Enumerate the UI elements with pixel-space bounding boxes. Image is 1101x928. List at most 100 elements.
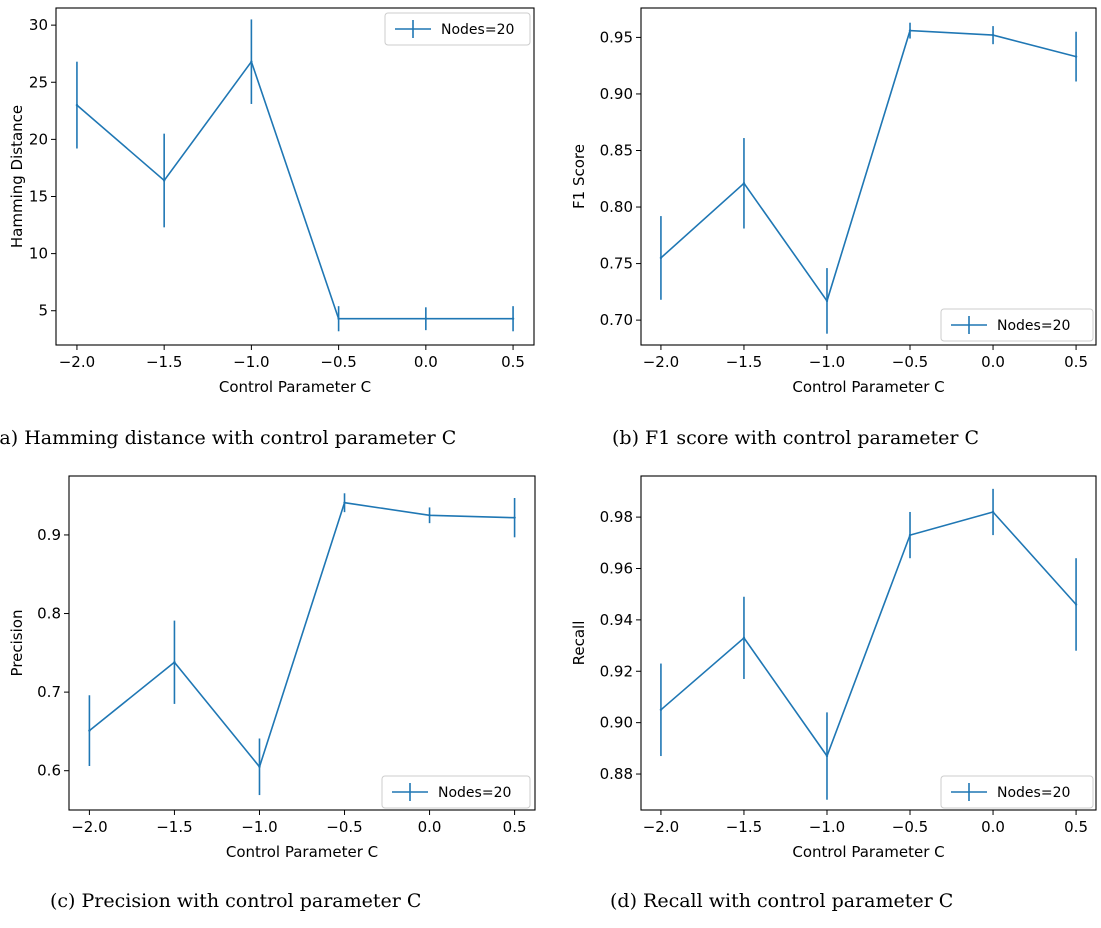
caption-d-text: (d) Recall with control parameter C (610, 890, 954, 912)
series-line (76, 59, 514, 320)
y-tick-label: 0.90 (600, 85, 633, 103)
data-point (250, 60, 253, 63)
y-tick-label: 0.75 (600, 255, 633, 273)
data-point (513, 516, 516, 519)
y-tick-label: 0.6 (37, 762, 61, 780)
x-tick-label: 0.0 (418, 818, 442, 836)
data-point (991, 510, 995, 514)
chart-precision: −2.0 −1.5 −1.0 −0.5 0.0 0.5 0.6 0.7 0.8 0.9 Contro… (8, 475, 536, 861)
y-axis-label: Precision (8, 610, 26, 677)
x-axis-label: Control Parameter C (792, 843, 944, 861)
x-tick-label: −1.5 (726, 818, 762, 836)
x-tick-label: −1.5 (146, 353, 182, 371)
x-axis-label: Control Parameter C (219, 378, 371, 396)
x-tick-label: −2.0 (71, 818, 107, 836)
data-point (1074, 603, 1078, 606)
x-tick-label: −0.5 (320, 353, 356, 371)
x-tick-label: 0.5 (501, 353, 525, 371)
y-tick-label: 0.95 (600, 28, 633, 46)
caption-b: (b) F1 score with control parameter C (612, 427, 979, 449)
caption-c: (c) Precision with control parameter C (50, 890, 421, 912)
series-line (660, 29, 1077, 303)
y-tick-label: 0.98 (600, 508, 633, 526)
data-point (428, 514, 431, 517)
series-line (660, 511, 1077, 758)
x-tick-label: −2.0 (643, 353, 679, 371)
data-point (1074, 55, 1078, 58)
data-point (742, 636, 746, 640)
x-tick-label: 0.0 (981, 353, 1005, 371)
x-tick-label: −0.5 (326, 818, 362, 836)
caption-a: (a) Hamming distance with control parame… (0, 427, 456, 449)
data-point (825, 299, 829, 303)
data-point (88, 729, 91, 732)
data-point (908, 29, 912, 32)
x-tick-label: −0.5 (892, 818, 928, 836)
legend-label: Nodes=20 (438, 785, 511, 801)
legend-label: Nodes=20 (997, 318, 1070, 334)
x-tick-label: −1.0 (241, 818, 277, 836)
data-point (742, 182, 746, 185)
y-tick-label: 25 (29, 73, 48, 91)
x-tick-label: 0.5 (1064, 818, 1088, 836)
data-point (991, 33, 995, 37)
x-tick-label: 0.0 (414, 353, 438, 371)
legend-label: Nodes=20 (997, 785, 1070, 801)
data-point (75, 103, 79, 107)
y-tick-label: 0.92 (600, 662, 633, 680)
x-tick-label: −1.5 (156, 818, 192, 836)
y-tick-label: 0.94 (600, 611, 633, 629)
y-tick-label: 0.96 (600, 559, 633, 577)
y-tick-label: 15 (29, 187, 48, 205)
legend-box (384, 12, 531, 46)
y-tick-label: 0.88 (600, 765, 633, 783)
y-axis-label: Hamming Distance (8, 105, 26, 248)
y-tick-label: 0.8 (37, 605, 61, 623)
y-axis-label: F1 Score (570, 144, 588, 209)
caption-a-text: (a) Hamming distance with control parame… (0, 427, 457, 449)
chart-hamming-distance: −2.0 −1.5 −1.0 −0.5 0.0 0.5 5 10 15 20 25 30 Control… (8, 7, 535, 396)
x-tick-label: 0.5 (503, 818, 527, 836)
y-tick-label: 0.7 (37, 683, 61, 701)
y-tick-label: 30 (29, 16, 48, 34)
x-tick-label: 0.0 (981, 818, 1005, 836)
data-point (337, 317, 340, 320)
x-tick-label: −0.5 (892, 353, 928, 371)
x-tick-label: −2.0 (643, 818, 679, 836)
chart-f1-score: −2.0 −1.5 −1.0 −0.5 0.0 0.5 0.70 0.75 0.80 0.85 0.… (570, 7, 1097, 396)
y-axis-label: Recall (570, 621, 588, 666)
data-point (659, 708, 663, 711)
series-line (88, 501, 515, 769)
legend-box (940, 775, 1094, 809)
axes-frame (640, 475, 1097, 811)
y-tick-label: 10 (29, 245, 48, 263)
legend-box (940, 308, 1094, 342)
data-point (343, 501, 346, 504)
data-point (173, 661, 176, 664)
axes-frame (55, 7, 535, 346)
x-axis-label: Control Parameter C (792, 378, 944, 396)
x-tick-label: 0.5 (1064, 353, 1088, 371)
y-tick-label: 0.70 (600, 311, 633, 329)
y-tick-label: 5 (38, 302, 48, 320)
x-tick-label: −1.0 (809, 353, 845, 371)
data-point (162, 179, 166, 182)
x-tick-label: −1.0 (809, 818, 845, 836)
data-point (258, 765, 261, 768)
x-tick-label: −2.0 (59, 353, 95, 371)
y-tick-label: 0.80 (600, 198, 633, 216)
axes-frame (68, 475, 536, 811)
data-point (659, 256, 663, 260)
y-tick-label: 0.85 (600, 141, 633, 159)
caption-d: (d) Recall with control parameter C (610, 890, 953, 912)
axes-frame (640, 7, 1097, 346)
caption-b-text: (b) F1 score with control parameter C (612, 427, 980, 449)
caption-c-text: (c) Precision with control parameter C (50, 890, 422, 912)
x-axis-label: Control Parameter C (226, 843, 378, 861)
y-tick-label: 0.9 (37, 526, 61, 544)
y-tick-label: 20 (29, 130, 48, 148)
x-tick-label: −1.5 (726, 353, 762, 371)
legend-box (381, 775, 531, 809)
y-tick-label: 0.90 (600, 714, 633, 732)
